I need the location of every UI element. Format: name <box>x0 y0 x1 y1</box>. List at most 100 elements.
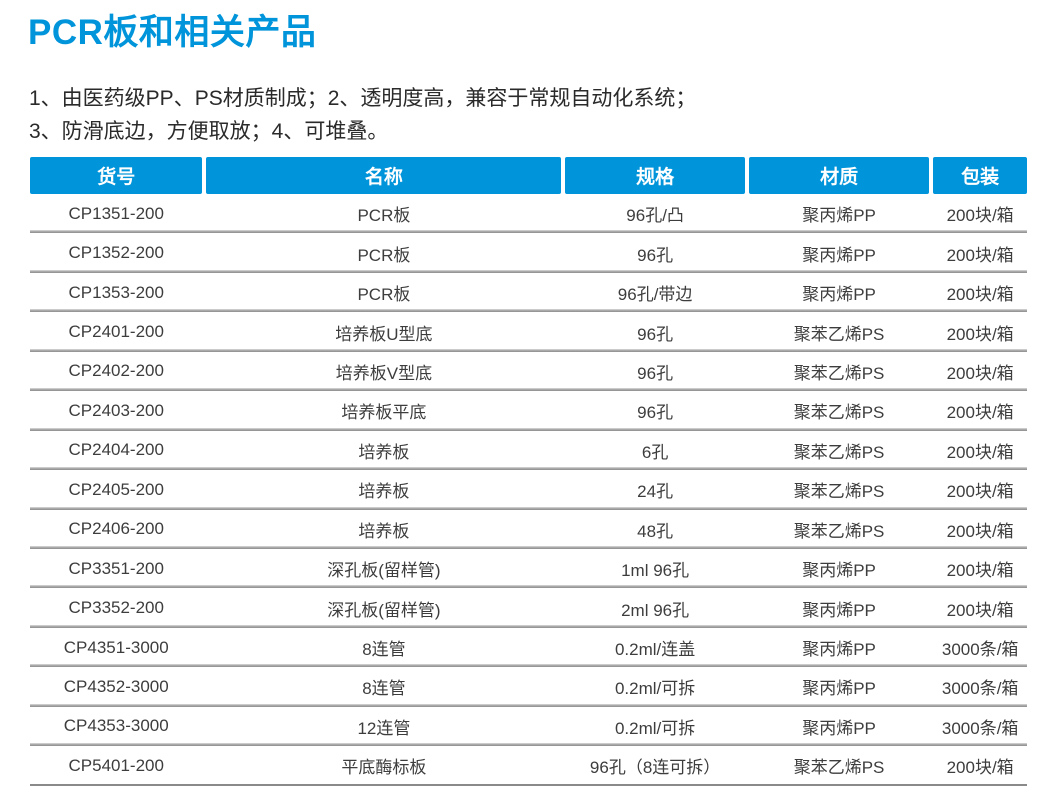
table-row: CP2405-200 培养板 24孔 聚苯乙烯PS 200块/箱 <box>30 470 1027 510</box>
cell-spec: 96孔 <box>637 245 674 265</box>
cell-material: 聚苯乙烯PS <box>793 521 885 541</box>
cell-name: PCR板 <box>357 206 411 226</box>
cell-item-no: CP1353-200 <box>68 282 164 302</box>
cell-packaging: 3000条/箱 <box>941 679 1019 699</box>
cell-name: 平底酶标板 <box>341 758 427 778</box>
product-description: 1、由医药级PP、PS材质制成；2、透明度高，兼容于常规自动化系统； 3、防滑底… <box>29 82 696 148</box>
table-row: CP3352-200 深孔板(留样管) 2ml 96孔 聚丙烯PP 200块/箱 <box>30 588 1027 629</box>
cell-material: 聚苯乙烯PS <box>793 482 885 502</box>
column-header-item-no: 货号 <box>30 157 203 194</box>
cell-packaging: 200块/箱 <box>946 363 1014 383</box>
table-body: CP1351-200 PCR板 96孔/凸 聚丙烯PP 200块/箱 CP135… <box>30 194 1027 787</box>
cell-spec: 96孔（8连可拆） <box>589 758 721 778</box>
table-row: CP2404-200 培养板 6孔 聚苯乙烯PS 200块/箱 <box>30 431 1027 471</box>
cell-spec: 6孔 <box>641 442 669 462</box>
cell-material: 聚丙烯PP <box>802 285 876 305</box>
cell-material: 聚丙烯PP <box>802 600 876 620</box>
cell-spec: 48孔 <box>637 521 674 541</box>
cell-packaging: 200块/箱 <box>946 285 1014 305</box>
cell-spec: 96孔/凸 <box>626 206 684 226</box>
cell-spec: 96孔 <box>637 363 674 383</box>
cell-item-no: CP2401-200 <box>68 322 164 342</box>
cell-name: 培养板平底 <box>341 403 427 423</box>
cell-packaging: 3000条/箱 <box>941 640 1019 660</box>
column-header-spec: 规格 <box>565 157 745 194</box>
table-row: CP5401-200 平底酶标板 96孔（8连可拆） 聚苯乙烯PS 200块/箱 <box>30 746 1027 787</box>
table-row: CP1352-200 PCR板 96孔 聚丙烯PP 200块/箱 <box>30 233 1027 274</box>
cell-name: 培养板 <box>358 442 410 462</box>
cell-spec: 0.2ml/连盖 <box>614 640 696 660</box>
cell-packaging: 200块/箱 <box>946 324 1014 344</box>
cell-item-no: CP4351-3000 <box>63 637 169 657</box>
table-row: CP4353-3000 12连管 0.2ml/可拆 聚丙烯PP 3000条/箱 <box>30 707 1027 747</box>
cell-name: 培养板U型底 <box>335 324 433 344</box>
cell-name: PCR板 <box>357 285 411 305</box>
cell-material: 聚苯乙烯PS <box>793 403 885 423</box>
cell-item-no: CP4353-3000 <box>63 716 169 736</box>
cell-spec: 1ml 96孔 <box>621 561 690 581</box>
table-row: CP2403-200 培养板平底 96孔 聚苯乙烯PS 200块/箱 <box>30 391 1027 432</box>
cell-material: 聚丙烯PP <box>802 206 876 226</box>
cell-name: 12连管 <box>357 718 411 738</box>
table-row: CP1353-200 PCR板 96孔/带边 聚丙烯PP 200块/箱 <box>30 273 1027 313</box>
table-row: CP2402-200 培养板V型底 96孔 聚苯乙烯PS 200块/箱 <box>30 352 1027 392</box>
cell-spec: 96孔 <box>637 324 674 344</box>
cell-spec: 0.2ml/可拆 <box>614 718 696 738</box>
cell-packaging: 3000条/箱 <box>941 718 1019 738</box>
table-row: CP4352-3000 8连管 0.2ml/可拆 聚丙烯PP 3000条/箱 <box>30 667 1027 708</box>
cell-item-no: CP2406-200 <box>68 519 164 539</box>
cell-material: 聚苯乙烯PS <box>793 324 885 344</box>
cell-material: 聚丙烯PP <box>802 561 876 581</box>
cell-name: PCR板 <box>357 245 411 265</box>
table-row: CP3351-200 深孔板(留样管) 1ml 96孔 聚丙烯PP 200块/箱 <box>30 549 1027 589</box>
cell-item-no: CP3352-200 <box>68 598 164 618</box>
cell-packaging: 200块/箱 <box>946 442 1014 462</box>
description-line-1: 1、由医药级PP、PS材质制成；2、透明度高，兼容于常规自动化系统； <box>29 87 697 110</box>
cell-packaging: 200块/箱 <box>946 561 1014 581</box>
column-header-name: 名称 <box>206 157 562 194</box>
cell-packaging: 200块/箱 <box>946 521 1014 541</box>
cell-spec: 24孔 <box>637 482 674 502</box>
cell-material: 聚苯乙烯PS <box>793 442 885 462</box>
cell-spec: 96孔 <box>637 403 674 423</box>
cell-name: 培养板 <box>358 521 410 541</box>
table-row: CP2406-200 培养板 48孔 聚苯乙烯PS 200块/箱 <box>30 510 1027 550</box>
cell-name: 培养板 <box>358 482 410 502</box>
cell-item-no: CP2405-200 <box>68 479 164 499</box>
cell-packaging: 200块/箱 <box>946 482 1014 502</box>
cell-item-no: CP1351-200 <box>68 203 164 223</box>
cell-material: 聚丙烯PP <box>802 718 876 738</box>
cell-item-no: CP1352-200 <box>68 243 164 263</box>
page-title: PCR板和相关产品 <box>28 13 317 52</box>
cell-material: 聚苯乙烯PS <box>793 363 885 383</box>
cell-name: 深孔板(留样管) <box>327 561 441 581</box>
cell-spec: 2ml 96孔 <box>621 600 690 620</box>
cell-item-no: CP2404-200 <box>68 440 164 460</box>
column-header-material: 材质 <box>748 157 930 194</box>
cell-material: 聚苯乙烯PS <box>793 758 885 778</box>
cell-packaging: 200块/箱 <box>946 600 1014 620</box>
cell-packaging: 200块/箱 <box>946 206 1014 226</box>
cell-material: 聚丙烯PP <box>802 679 876 699</box>
cell-material: 聚丙烯PP <box>802 245 876 265</box>
cell-name: 8连管 <box>362 679 406 699</box>
cell-name: 8连管 <box>362 640 406 660</box>
cell-material: 聚丙烯PP <box>802 640 876 660</box>
cell-packaging: 200块/箱 <box>946 403 1014 423</box>
cell-item-no: CP5401-200 <box>68 755 164 775</box>
description-line-2: 3、防滑底边，方便取放；4、可堆叠。 <box>29 120 389 143</box>
cell-item-no: CP4352-3000 <box>63 676 169 696</box>
table-row: CP1351-200 PCR板 96孔/凸 聚丙烯PP 200块/箱 <box>30 194 1027 234</box>
cell-spec: 0.2ml/可拆 <box>614 679 696 699</box>
cell-name: 培养板V型底 <box>335 363 433 383</box>
table-row: CP2401-200 培养板U型底 96孔 聚苯乙烯PS 200块/箱 <box>30 312 1027 353</box>
cell-item-no: CP2402-200 <box>68 361 164 381</box>
cell-packaging: 200块/箱 <box>946 758 1014 778</box>
cell-spec: 96孔/带边 <box>617 285 693 305</box>
cell-item-no: CP3351-200 <box>68 558 164 578</box>
column-header-packaging: 包装 <box>933 157 1027 194</box>
product-table: 货号 名称 规格 材质 包装 CP1351-200 PCR板 96孔/凸 聚丙烯… <box>30 157 1027 787</box>
table-header-row: 货号 名称 规格 材质 包装 <box>30 157 1027 194</box>
table-row: CP4351-3000 8连管 0.2ml/连盖 聚丙烯PP 3000条/箱 <box>30 628 1027 668</box>
